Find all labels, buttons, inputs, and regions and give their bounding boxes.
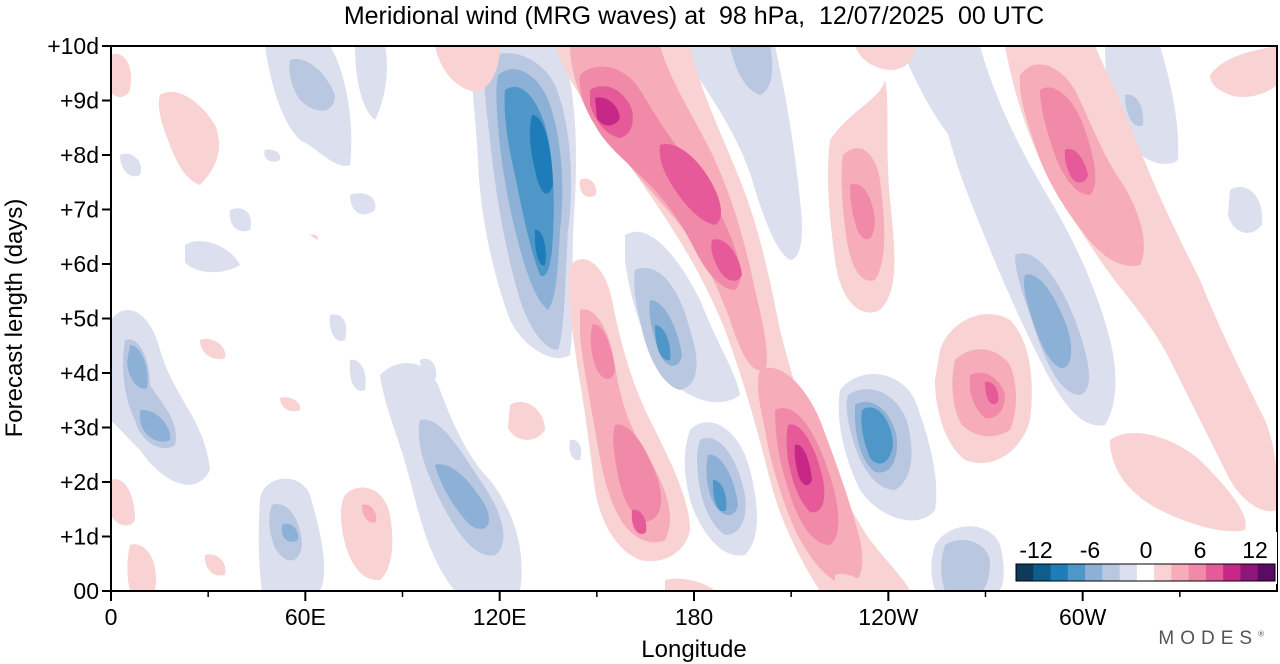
colorbar-swatch	[1154, 564, 1172, 581]
brand-mark: ®	[1258, 629, 1264, 639]
y-tick-label: +3d	[60, 415, 99, 441]
colorbar-swatch	[1171, 564, 1190, 581]
colorbar-swatches	[1015, 563, 1276, 582]
y-tick-label: +6d	[60, 251, 99, 277]
colorbar-swatch	[1016, 564, 1034, 581]
colorbar-label: 12	[1242, 537, 1268, 563]
y-tick-label: +2d	[60, 469, 99, 495]
colorbar-swatch	[1102, 564, 1121, 581]
colorbar-label: -6	[1080, 537, 1100, 563]
x-axis: 0 60E 120E 180 120W 60W	[105, 591, 1181, 630]
y-axis-label: Forecast length (days)	[1, 199, 28, 438]
colorbar-border	[1015, 563, 1276, 582]
colorbar-swatch	[1119, 564, 1138, 581]
colorbar-swatch	[1050, 564, 1069, 581]
colorbar-label: 6	[1194, 537, 1207, 563]
y-tick-label: +9d	[60, 88, 99, 114]
y-tick-label: +4d	[60, 360, 99, 386]
colorbar-swatch	[1240, 564, 1259, 581]
x-tick-label: 0	[105, 604, 118, 630]
colorbar-swatch	[1067, 564, 1086, 581]
colorbar-labels: -12 -6 0 6 12	[1019, 537, 1267, 563]
brand-name: MODES	[1158, 628, 1259, 649]
x-tick-label: 180	[675, 604, 713, 630]
x-tick-label: 120W	[858, 604, 918, 630]
x-tick-label: 120E	[473, 604, 527, 630]
plot-area	[111, 46, 1277, 591]
colorbar-swatch	[1205, 564, 1224, 581]
positive-contours	[111, 46, 1277, 591]
y-tick-label: +1d	[60, 524, 99, 550]
y-tick-label: +5d	[60, 306, 99, 332]
y-tick-label: 00	[73, 578, 99, 604]
y-tick-label: +8d	[60, 142, 99, 168]
colorbar-swatch	[1257, 564, 1276, 581]
modes-logo: MODES®	[1158, 628, 1264, 650]
colorbar-label: 0	[1140, 537, 1153, 563]
colorbar: -12 -6 0 6 12	[1010, 532, 1277, 584]
colorbar-swatch	[1188, 564, 1207, 581]
negative-contours	[111, 46, 1263, 591]
colorbar-swatch	[1085, 564, 1103, 581]
colorbar-label: -12	[1019, 537, 1052, 563]
y-axis: 00 +1d +2d +3d +4d +5d +6d +7d +8d +9d +10d	[47, 33, 111, 604]
colorbar-swatch	[1223, 564, 1241, 581]
x-tick-label: 60W	[1059, 604, 1107, 630]
colorbar-swatch	[1033, 564, 1052, 581]
x-axis-label: Longitude	[641, 636, 746, 663]
colorbar-swatch	[1136, 564, 1155, 581]
y-tick-label: +7d	[60, 197, 99, 223]
x-tick-label: 60E	[285, 604, 326, 630]
chart-title: Meridional wind (MRG waves) at 98 hPa, 1…	[344, 2, 1044, 30]
y-tick-label: +10d	[47, 33, 99, 59]
